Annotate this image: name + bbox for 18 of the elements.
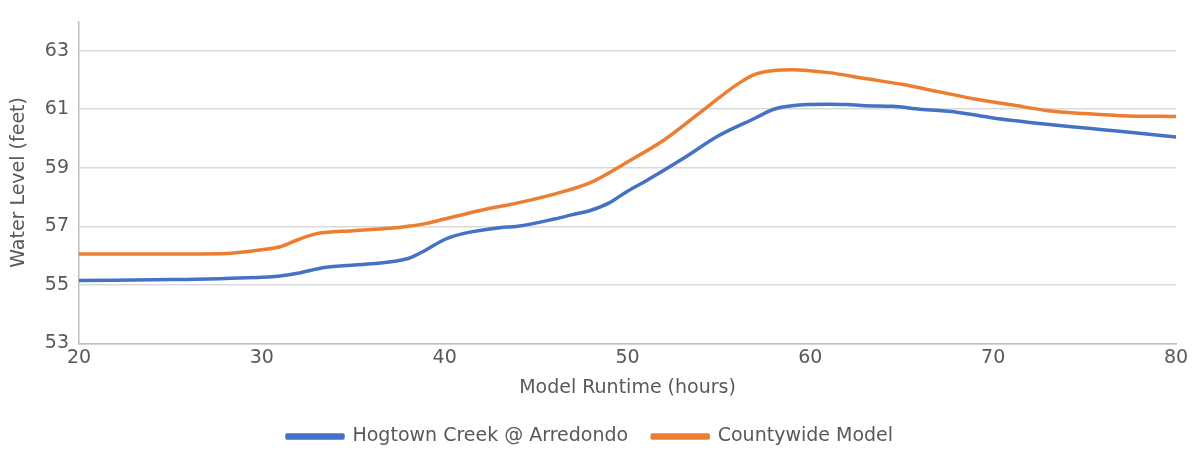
x-tick-label: 50 bbox=[615, 344, 640, 367]
x-tick-label: 80 bbox=[1163, 344, 1189, 367]
x-tick-label: 40 bbox=[432, 344, 457, 367]
y-axis-title: Water Level (feet) bbox=[6, 97, 29, 268]
y-tick-label: 61 bbox=[44, 96, 69, 119]
y-tick-label: 59 bbox=[44, 154, 69, 177]
x-tick-label: 30 bbox=[249, 344, 274, 367]
legend-label: Hogtown Creek @ Arredondo bbox=[352, 423, 629, 446]
legend-label: Countywide Model bbox=[717, 423, 894, 446]
x-tick-label: 70 bbox=[981, 344, 1006, 367]
y-tick-label: 55 bbox=[44, 271, 69, 294]
x-axis-title: Model Runtime (hours) bbox=[519, 374, 736, 397]
x-tick-label: 60 bbox=[798, 344, 823, 367]
line-series bbox=[78, 102, 1176, 283]
line-series bbox=[78, 67, 1176, 256]
y-tick-label: 57 bbox=[44, 213, 69, 236]
y-tick-label: 63 bbox=[44, 37, 69, 60]
y-tick-label: 53 bbox=[44, 330, 69, 353]
